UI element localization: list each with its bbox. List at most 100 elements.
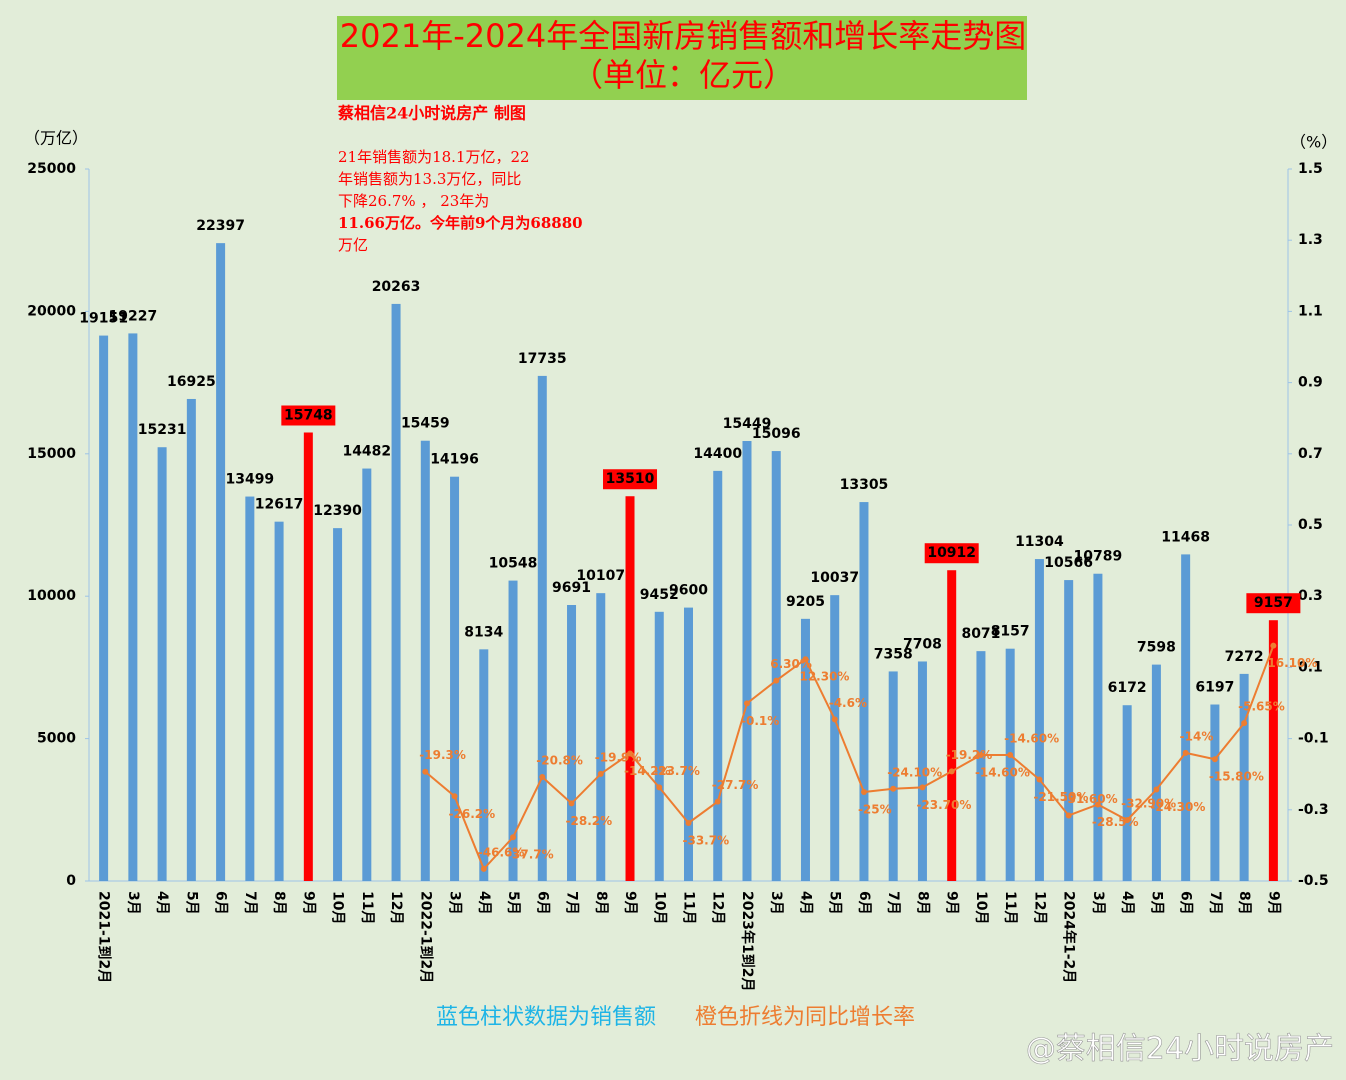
bar xyxy=(742,441,752,881)
growth-label: -19.2% xyxy=(946,748,993,762)
growth-label: 16.10% xyxy=(1267,656,1317,670)
title-box xyxy=(337,16,1027,100)
x-tick-label: 11月 xyxy=(1002,891,1018,924)
y2-tick-label: 0.3 xyxy=(1298,588,1323,604)
legend-bar: 蓝色柱状数据为销售额 xyxy=(436,1005,656,1030)
bar-value-label: 15096 xyxy=(752,426,801,442)
x-tick-label: 8月 xyxy=(914,891,930,915)
growth-label: -27.7% xyxy=(712,778,759,792)
growth-point xyxy=(714,798,721,805)
x-tick-label: 7月 xyxy=(242,891,258,915)
bar xyxy=(303,432,313,881)
growth-point xyxy=(480,865,487,872)
x-tick-label: 2021-1到2月 xyxy=(96,891,112,983)
x-tick-label: 2022-1到2月 xyxy=(417,891,433,983)
growth-point xyxy=(860,789,867,795)
growth-point xyxy=(1094,801,1101,808)
y-tick-label: 25000 xyxy=(27,161,76,177)
bar-value-label: 15748 xyxy=(284,407,333,423)
bar xyxy=(1268,620,1278,881)
growth-label: -23.70% xyxy=(916,798,971,812)
growth-point xyxy=(1065,812,1072,819)
x-tick-label: 2024年1-2月 xyxy=(1061,891,1078,983)
bar-value-label: 15449 xyxy=(723,416,772,432)
bar xyxy=(654,611,664,881)
bar-value-label: 13305 xyxy=(840,477,889,493)
growth-label: -33.7% xyxy=(683,833,730,847)
growth-point xyxy=(1153,786,1160,793)
growth-label: -31.60% xyxy=(1063,792,1118,806)
bar xyxy=(1239,673,1249,881)
growth-point xyxy=(831,716,838,723)
bar xyxy=(713,470,723,881)
growth-line xyxy=(424,645,1275,871)
legend-line: 橙色折线为同比增长率 xyxy=(695,1005,915,1030)
chart-title: 2021年-2024年全国新房销售额和增长率走势图 xyxy=(340,17,1026,55)
bar-value-label: 9691 xyxy=(552,580,591,596)
bar xyxy=(625,496,635,881)
x-tick-label: 9月 xyxy=(1265,891,1281,915)
bar-value-label: 8071 xyxy=(961,626,1000,642)
bar xyxy=(567,605,577,881)
growth-label: 12.30% xyxy=(799,670,849,684)
bar-value-label: 10548 xyxy=(489,556,538,572)
bar xyxy=(947,570,957,881)
x-tick-label: 10月 xyxy=(973,891,989,924)
growth-label: 6.30% xyxy=(770,657,812,671)
bar-value-label: 13510 xyxy=(606,471,655,487)
y-tick-label: 5000 xyxy=(37,731,76,747)
bar xyxy=(684,607,693,881)
growth-label: -37.7% xyxy=(507,848,554,862)
bar-label-box xyxy=(281,405,336,426)
x-tick-label: 11月 xyxy=(359,891,375,924)
growth-point xyxy=(451,793,458,800)
bar-value-label: 19227 xyxy=(109,308,158,324)
x-tick-label: 12月 xyxy=(1031,891,1047,924)
bar xyxy=(800,618,810,881)
growth-label: -14.2% xyxy=(624,764,671,778)
y-tick-label: 15000 xyxy=(27,446,76,462)
bar xyxy=(859,502,869,881)
bar xyxy=(1093,573,1103,881)
bar xyxy=(99,335,109,881)
bar xyxy=(274,521,284,881)
bar xyxy=(1064,580,1074,881)
bar-value-label: 11304 xyxy=(1015,534,1064,550)
growth-point xyxy=(656,784,663,791)
x-tick-label: 2023年1到2月 xyxy=(739,891,756,991)
bar-value-label: 10912 xyxy=(927,545,976,561)
chart-subtitle: （单位：亿元） xyxy=(571,56,795,94)
bar xyxy=(1122,705,1132,881)
bar xyxy=(1034,559,1044,881)
bar-value-label: 11468 xyxy=(1161,529,1210,545)
y2-tick-label: 0.5 xyxy=(1298,517,1323,533)
bar-value-label: 7708 xyxy=(903,636,942,652)
growth-point xyxy=(627,750,634,757)
bar-value-label: 9452 xyxy=(640,587,679,603)
bar-value-label: 12617 xyxy=(255,497,304,513)
x-tick-label: 11月 xyxy=(681,891,697,924)
growth-label: -19.3% xyxy=(419,748,466,762)
x-tick-label: 3月 xyxy=(768,891,784,915)
growth-label: -23.7% xyxy=(653,764,700,778)
growth-label: -14% xyxy=(1180,729,1214,743)
growth-label: -32.90% xyxy=(1121,797,1176,811)
x-tick-label: 8月 xyxy=(1236,891,1252,915)
growth-label: -4.6% xyxy=(829,696,867,710)
x-tick-label: 5月 xyxy=(183,891,199,915)
bar-value-label: 10789 xyxy=(1074,549,1123,565)
growth-point xyxy=(802,656,809,663)
growth-point xyxy=(1241,720,1248,727)
x-tick-label: 6月 xyxy=(1178,891,1194,915)
bar-value-label: 14196 xyxy=(430,452,479,468)
y2-tick-label: -0.1 xyxy=(1298,731,1329,747)
bar-label-box xyxy=(924,543,979,564)
growth-point xyxy=(1211,756,1218,763)
bar-value-label: 22397 xyxy=(196,218,245,234)
growth-label: -25% xyxy=(858,803,892,817)
bar xyxy=(596,593,606,881)
bar xyxy=(216,243,226,882)
x-tick-label: 7月 xyxy=(1207,891,1223,915)
